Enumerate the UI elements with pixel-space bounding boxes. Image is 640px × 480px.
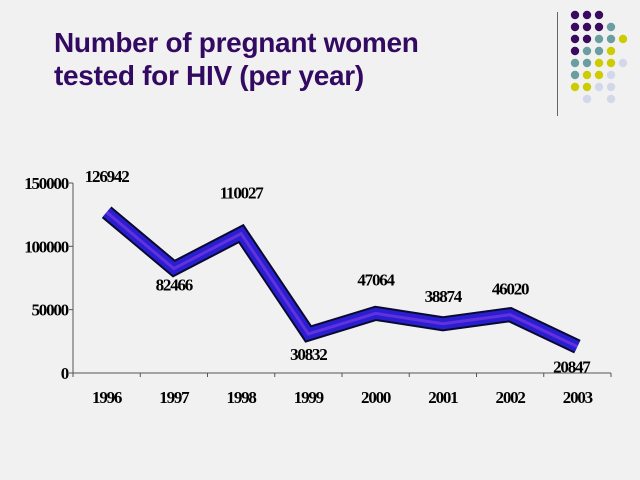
- slide-title-line-2: tested for HIV (per year): [54, 60, 364, 91]
- x-tick-label: 1999: [294, 388, 324, 407]
- decoration-dot: [594, 22, 604, 32]
- decoration-dot: [582, 22, 592, 32]
- x-tick-label: 1997: [159, 388, 190, 407]
- decoration-dot: [570, 34, 580, 44]
- data-label: 110027: [220, 184, 265, 203]
- x-tick-label: 2003: [563, 388, 593, 407]
- decoration-dot: [594, 82, 604, 92]
- decoration-dot: [570, 10, 580, 20]
- decoration-dot: [618, 34, 628, 44]
- decoration-dot: [606, 82, 616, 92]
- decoration-dot: [570, 22, 580, 32]
- decoration-dot: [582, 10, 592, 20]
- slide-title: Number of pregnant women tested for HIV …: [54, 26, 494, 92]
- decoration-dot: [618, 58, 628, 68]
- data-label: 20847: [553, 358, 591, 377]
- decoration-dot: [594, 70, 604, 80]
- data-label: 30832: [290, 345, 327, 364]
- decoration-dot: [594, 46, 604, 56]
- decoration-dot: [582, 58, 592, 68]
- decoration-dot: [582, 34, 592, 44]
- decoration-dot: [594, 58, 604, 68]
- y-tick-label: 150000: [24, 174, 69, 193]
- data-label: 46020: [492, 280, 529, 299]
- decoration-dot: [606, 46, 616, 56]
- decoration-dot: [582, 82, 592, 92]
- y-tick-label: 50000: [31, 301, 68, 320]
- data-label: 38874: [425, 287, 463, 306]
- decoration-dot: [594, 34, 604, 44]
- data-label: 82466: [156, 276, 193, 295]
- decoration-dot: [606, 70, 616, 80]
- x-tick-label: 1998: [227, 388, 257, 407]
- decoration-dot: [582, 46, 592, 56]
- decoration-dot: [606, 94, 616, 104]
- dot-grid-decoration: [570, 10, 628, 104]
- decoration-dot: [606, 58, 616, 68]
- decoration-dot: [570, 82, 580, 92]
- decoration-dot: [582, 70, 592, 80]
- decoration-dot: [606, 22, 616, 32]
- x-tick-label: 2000: [361, 388, 391, 407]
- x-tick-label: 2001: [428, 388, 458, 407]
- decoration-dot: [582, 94, 592, 104]
- title-divider: [557, 12, 558, 116]
- decoration-dot: [570, 58, 580, 68]
- x-tick-label: 1996: [92, 388, 122, 407]
- y-tick-label: 0: [61, 364, 69, 383]
- series-line-highlight: [105, 211, 579, 348]
- decoration-dot: [606, 34, 616, 44]
- y-tick-label: 100000: [24, 237, 69, 256]
- slide-title-line-1: Number of pregnant women: [54, 27, 419, 58]
- decoration-dot: [570, 46, 580, 56]
- decoration-dot: [594, 10, 604, 20]
- decoration-dot: [570, 70, 580, 80]
- x-tick-label: 2002: [496, 388, 526, 407]
- data-label: 47064: [357, 270, 395, 289]
- data-label: 126942: [85, 167, 130, 186]
